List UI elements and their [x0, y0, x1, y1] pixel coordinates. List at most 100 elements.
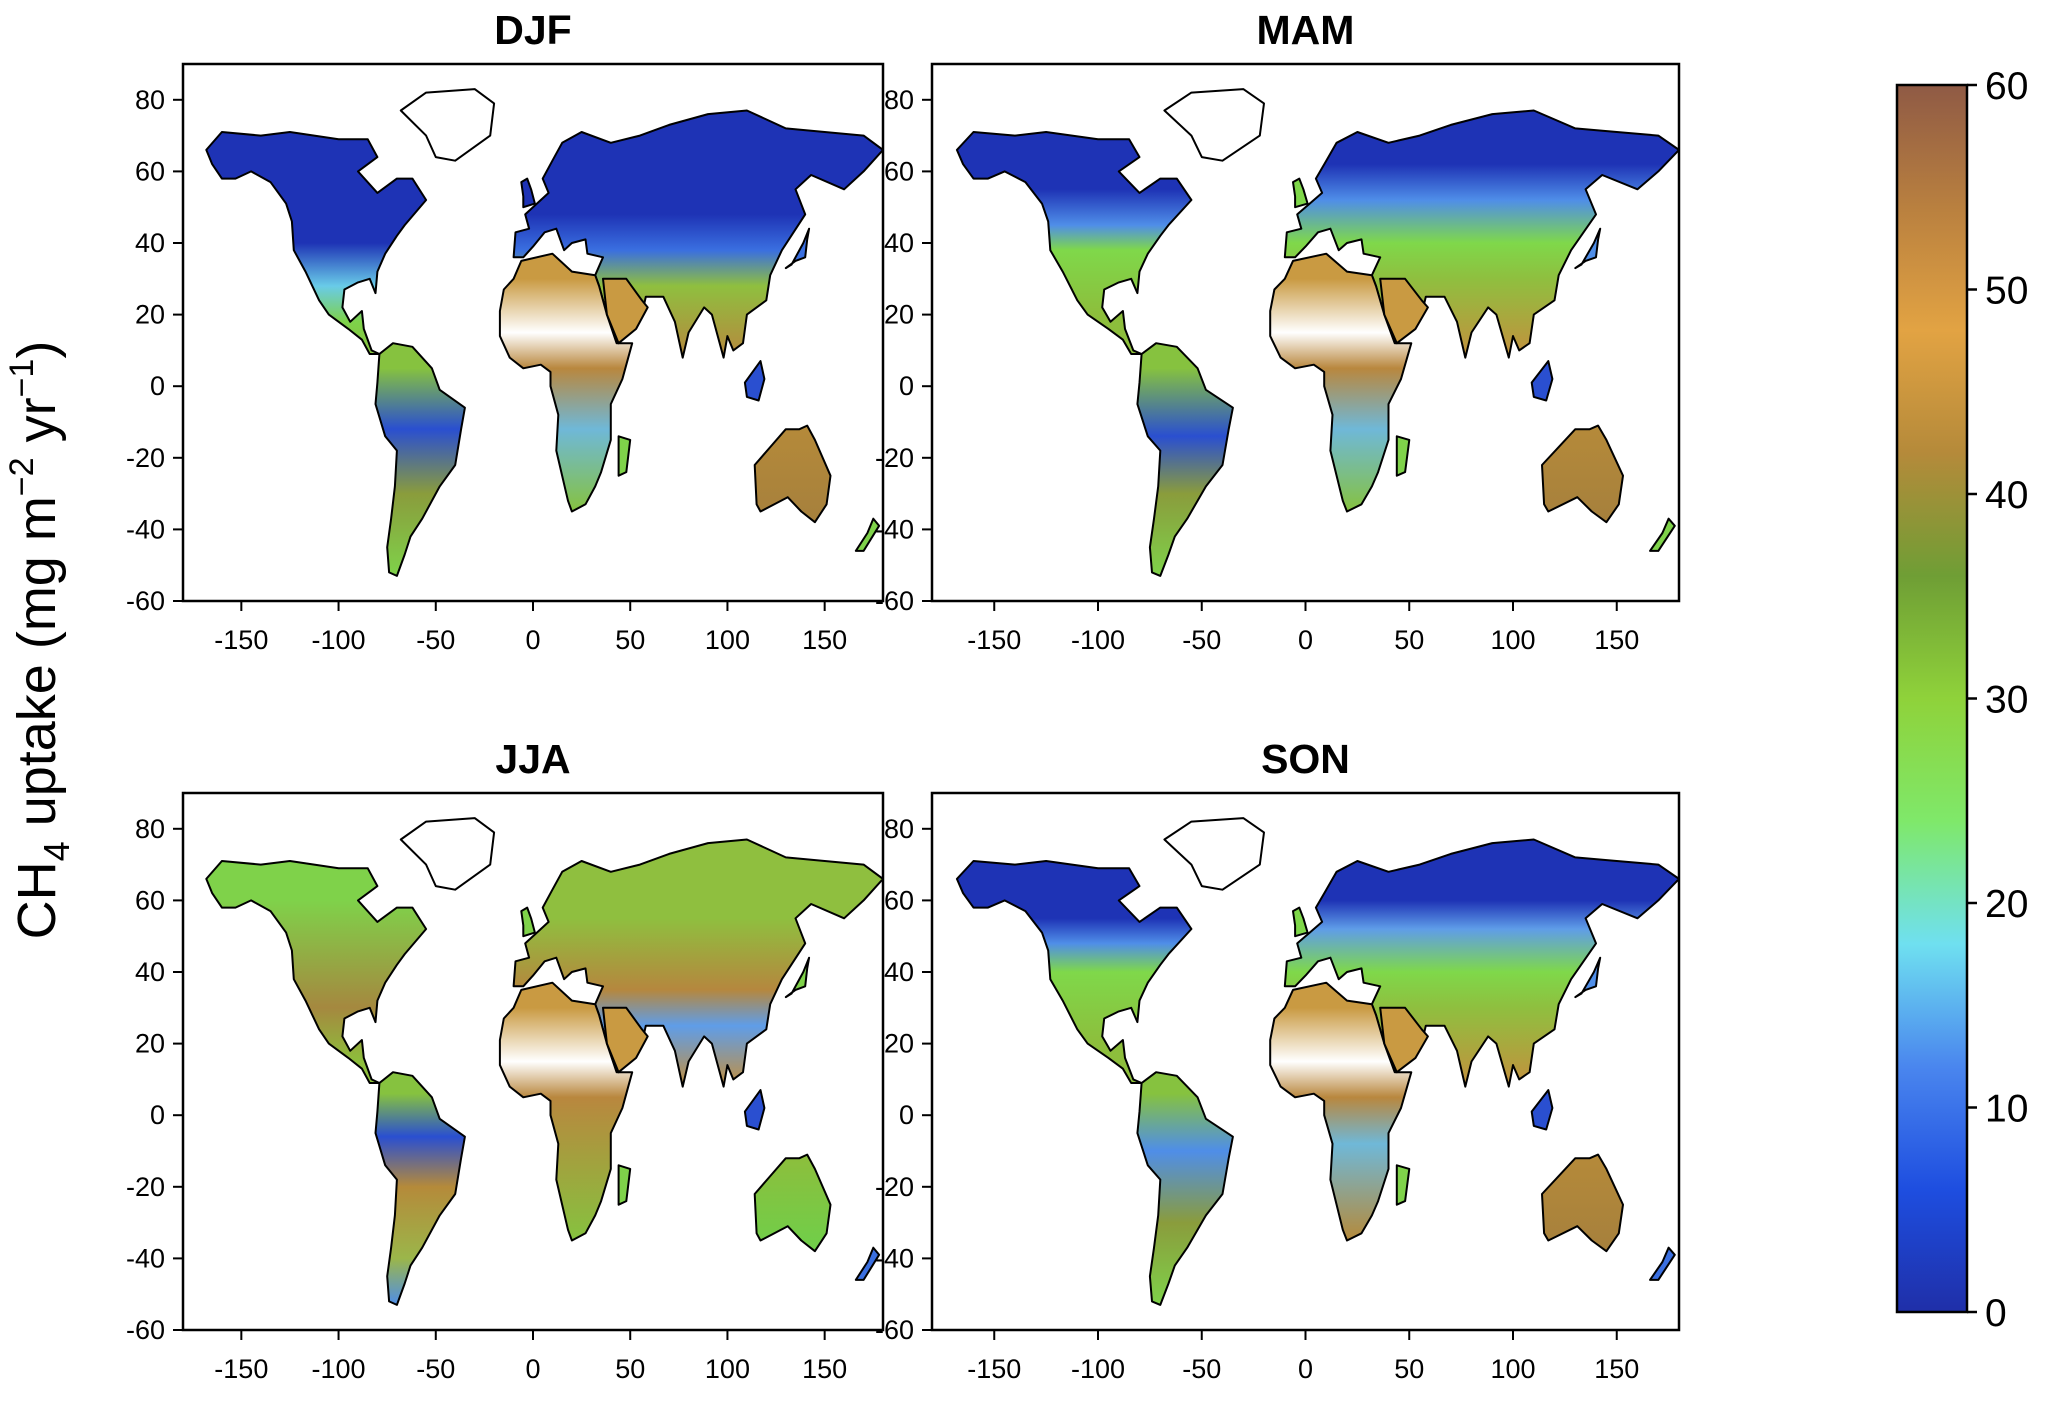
landmass-borneo [743, 360, 766, 402]
landmass-newzealand [1649, 1246, 1676, 1281]
y-tick-label: -60 [875, 586, 914, 616]
x-tick-label: -150 [967, 625, 1021, 655]
landmass-australia [753, 424, 832, 524]
landmass-greenland [1163, 817, 1265, 891]
landmass-samerica [1136, 342, 1234, 577]
x-tick-label: 150 [802, 1354, 847, 1384]
y-tick-label: -40 [875, 514, 914, 544]
x-tick-label: 100 [705, 625, 750, 655]
panel-title: DJF [494, 7, 571, 53]
x-tick-label: 100 [1490, 625, 1535, 655]
colorbar-tick-label: 0 [1985, 1292, 2007, 1335]
landmass-newzealand [854, 1246, 881, 1281]
y-tick-label: -20 [126, 443, 165, 473]
x-tick-label: 0 [525, 625, 540, 655]
landmass-uk [1292, 177, 1309, 209]
map-area [183, 793, 883, 1330]
panel-jja: JJA 80 60 40 20 0 -20 -40 -60 -150 -100 -50 0 50 100 15… [126, 736, 885, 1384]
y-tick-label: -20 [126, 1172, 165, 1202]
x-tick-label: -50 [1182, 1354, 1221, 1384]
colorbar-gradient [1895, 83, 1969, 1314]
landmass-madagascar [1395, 1164, 1411, 1206]
y-tick-label: 40 [884, 228, 914, 258]
panel-son: SON 80 60 40 20 0 -20 -40 -60 -150 -100 -50 0 50 100 15… [875, 736, 1681, 1384]
y-tick-label: -40 [126, 1243, 165, 1273]
landmass-madagascar [617, 435, 632, 477]
x-tick-label: 50 [615, 1354, 645, 1384]
x-tick-label: -50 [416, 1354, 455, 1384]
x-tick-label: 0 [525, 1354, 540, 1384]
landmass-arabia [602, 1006, 649, 1074]
landmass-uk [520, 177, 536, 209]
landmass-greenland [399, 817, 496, 891]
landmass-newzealand [854, 517, 881, 552]
y-tick-label: 0 [899, 1100, 914, 1130]
landmass-arabia [1379, 277, 1429, 345]
landmass-africa [1269, 252, 1413, 513]
y-tick-label: 80 [135, 85, 165, 115]
landmass-borneo [1530, 360, 1554, 402]
x-tick-label: 50 [1394, 625, 1424, 655]
y-tick-label: -60 [875, 1315, 914, 1345]
landmass-arabia [1379, 1006, 1429, 1074]
y-tick-label: 60 [135, 885, 165, 915]
landmass-africa [1269, 981, 1413, 1242]
panel-title: MAM [1257, 7, 1355, 53]
landmass-japan [1574, 227, 1602, 270]
colorbar-tick-label: 20 [1985, 883, 2028, 926]
landmass-uk [520, 906, 536, 938]
y-tick-label: 20 [884, 300, 914, 330]
y-tick-label: 40 [135, 228, 165, 258]
x-tick-label: -50 [416, 625, 455, 655]
landmass-uk [1292, 906, 1309, 938]
colorbar-tick-label: 50 [1985, 270, 2028, 313]
panel-mam: MAM 80 60 40 20 0 -20 -40 -60 -150 -100 -50 0 50 100 15… [875, 7, 1681, 655]
colorbar-tick-label: 30 [1985, 679, 2028, 722]
panel-title: JJA [495, 736, 570, 782]
x-tick-label: 100 [1490, 1354, 1535, 1384]
y-tick-label: -60 [126, 586, 165, 616]
landmass-africa [498, 252, 634, 513]
x-tick-label: -150 [214, 625, 268, 655]
landmass-japan [1574, 956, 1602, 999]
y-tick-label: -60 [126, 1315, 165, 1345]
x-tick-label: 150 [1594, 1354, 1639, 1384]
landmass-namerica [205, 131, 428, 355]
colorbar-tick-label: 40 [1985, 474, 2028, 517]
landmass-madagascar [617, 1164, 632, 1206]
landmass-namerica [955, 131, 1193, 355]
x-tick-label: 100 [705, 1354, 750, 1384]
x-tick-label: 150 [802, 625, 847, 655]
map-area [932, 64, 1679, 601]
landmass-namerica [955, 860, 1193, 1084]
y-tick-label: -20 [875, 443, 914, 473]
panel-djf: DJF 80 60 40 20 0 -20 -40 -60 -150 -100 -50 0 50 100 15… [126, 7, 885, 655]
y-tick-label: 60 [135, 156, 165, 186]
y-tick-label: -20 [875, 1172, 914, 1202]
landmass-africa [498, 981, 634, 1242]
colorbar: 60 50 40 30 20 10 0 [1895, 65, 2028, 1335]
y-tick-label: 80 [135, 814, 165, 844]
landmass-borneo [743, 1089, 766, 1131]
landmass-australia [1541, 1153, 1624, 1253]
x-tick-label: -150 [214, 1354, 268, 1384]
y-tick-label: 20 [135, 1029, 165, 1059]
x-tick-label: 50 [615, 625, 645, 655]
landmass-samerica [374, 342, 466, 577]
landmass-newzealand [1649, 517, 1676, 552]
y-tick-label: 80 [884, 85, 914, 115]
landmass-samerica [1136, 1071, 1234, 1306]
landmass-australia [1541, 424, 1624, 524]
landmass-australia [753, 1153, 832, 1253]
x-tick-label: -100 [312, 625, 366, 655]
y-tick-label: 0 [150, 371, 165, 401]
y-tick-label: 20 [884, 1029, 914, 1059]
landmass-madagascar [1395, 435, 1411, 477]
y-tick-label: 40 [135, 957, 165, 987]
y-tick-label: 0 [150, 1100, 165, 1130]
x-tick-label: -100 [1071, 1354, 1125, 1384]
x-tick-label: 0 [1298, 1354, 1313, 1384]
landmass-japan [784, 956, 811, 999]
y-tick-label: 20 [135, 300, 165, 330]
